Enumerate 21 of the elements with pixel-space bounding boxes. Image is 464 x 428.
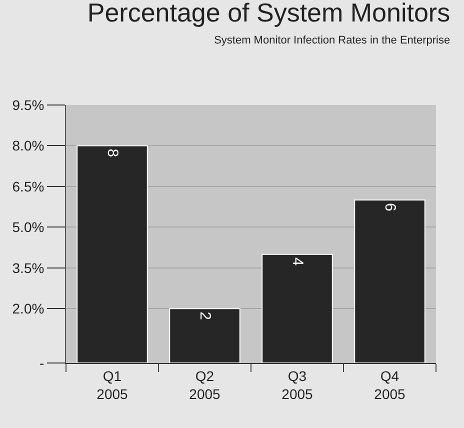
x-tick-label: Q1 2005 [96, 368, 128, 402]
y-tick-label: 2.0% [12, 300, 44, 317]
bar [354, 200, 426, 363]
y-tick-label: 9.5% [12, 96, 44, 113]
bar [76, 145, 148, 363]
x-tick-label: Q4 2005 [374, 368, 406, 402]
x-tick-label: Q3 2005 [282, 368, 314, 402]
bar [262, 254, 333, 363]
y-tick-label: 3.5% [12, 260, 44, 276]
bar [169, 308, 240, 363]
chart-subtitle: System Monitor Infection Rates in the Enterprise [214, 34, 450, 46]
y-tick-label: 6.5% [12, 178, 44, 194]
chart-title: Percentage of System Monitors [87, 0, 450, 28]
y-tick-label: - [40, 354, 45, 371]
data-label: 6 [381, 203, 398, 212]
data-label: 8 [104, 148, 121, 158]
y-tick-label: 5.0% [12, 219, 44, 236]
x-tick-label: Q2 2005 [189, 368, 221, 402]
y-tick-label: 8.0% [12, 138, 44, 154]
data-label: 4 [288, 257, 306, 266]
data-label: 2 [196, 312, 214, 320]
